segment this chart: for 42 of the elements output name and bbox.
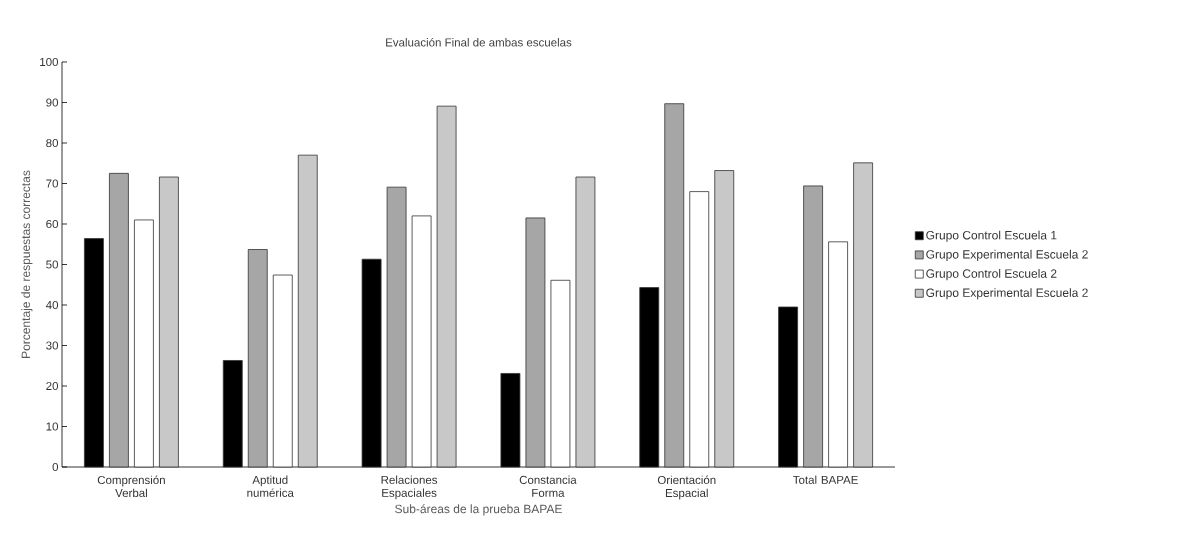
- bar: [436, 105, 457, 468]
- y-tick-label: 100: [40, 57, 59, 67]
- y-tick-label: 30: [46, 341, 59, 350]
- bar: [159, 176, 179, 468]
- bar: [828, 241, 848, 468]
- y-tick-label: 10: [46, 422, 59, 431]
- bar: [550, 279, 571, 468]
- bar: [575, 176, 596, 468]
- y-tick-label: 80: [46, 138, 59, 148]
- x-axis-title: Sub-áreas de la prueba BAPAE: [395, 504, 562, 516]
- y-tick-label: 50: [46, 260, 59, 269]
- x-tick-label: Relaciones Espaciales: [381, 475, 438, 500]
- y-tick-label: 60: [46, 219, 59, 229]
- bar: [525, 217, 546, 468]
- x-tick-label: Aptitud numérica: [247, 475, 294, 497]
- y-tick-label: 90: [46, 98, 59, 107]
- bar: [272, 274, 293, 468]
- bar: [664, 103, 685, 468]
- bar: [297, 154, 318, 468]
- y-tick-label: 70: [46, 179, 59, 188]
- x-tick-label: Comprensión Verbal: [97, 475, 165, 498]
- legend-label: Grupo Experimental Escuela 2: [926, 288, 1088, 300]
- bar: [247, 249, 268, 468]
- bar: [853, 162, 873, 468]
- bar: [386, 186, 407, 468]
- chart-title: Evaluación Final de ambas escuelas: [386, 37, 572, 47]
- y-tick-label: 0: [52, 462, 59, 472]
- bar: [411, 215, 432, 468]
- bar: [134, 219, 154, 468]
- bar: [803, 185, 823, 468]
- x-tick-label: Total BAPAE: [793, 475, 858, 484]
- bar: [689, 191, 710, 468]
- legend-label: Grupo Control Escuela 2: [926, 268, 1057, 281]
- legend-label: Grupo Experimental Escuela 2: [926, 249, 1088, 261]
- y-tick-label: 40: [45, 300, 59, 310]
- y-axis-title: Porcentaje de respuestas correctas: [21, 170, 33, 358]
- bar: [109, 172, 129, 468]
- legend-label: Grupo Control Escuela 1: [926, 230, 1057, 242]
- y-tick-label: 20: [46, 381, 59, 391]
- x-tick-label: Orientación Espacial: [657, 475, 716, 500]
- bar: [714, 170, 735, 468]
- x-tick-label: Constancia Forma: [519, 475, 577, 497]
